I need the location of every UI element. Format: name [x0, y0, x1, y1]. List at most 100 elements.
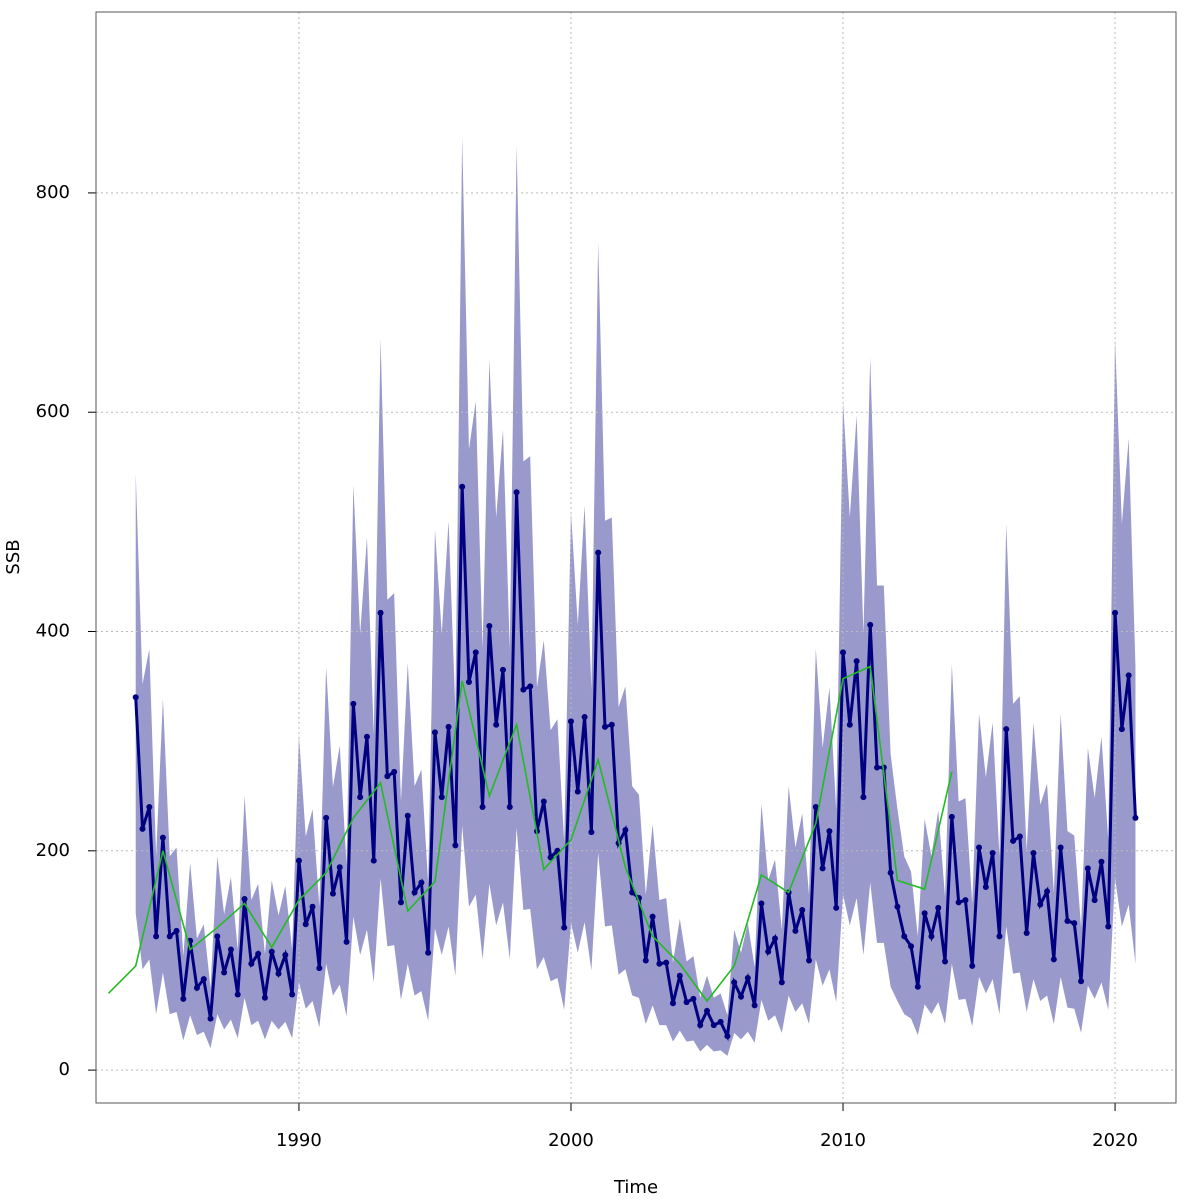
point — [942, 958, 949, 965]
point — [649, 913, 656, 920]
point — [268, 948, 275, 955]
point — [336, 864, 343, 871]
point — [969, 962, 976, 969]
point — [1118, 726, 1125, 733]
point — [248, 960, 255, 967]
point — [574, 788, 581, 795]
point — [588, 829, 595, 836]
point — [479, 803, 486, 810]
point — [717, 1018, 724, 1025]
point — [792, 927, 799, 934]
point — [132, 694, 139, 701]
point — [255, 950, 262, 957]
point — [418, 879, 425, 886]
point — [1037, 901, 1044, 908]
point — [663, 959, 670, 966]
point — [989, 850, 996, 857]
point — [1064, 917, 1071, 924]
point — [302, 921, 309, 928]
point — [221, 969, 228, 976]
point — [894, 903, 901, 910]
point — [227, 946, 234, 953]
point — [1098, 858, 1105, 865]
point — [867, 621, 874, 628]
point — [778, 979, 785, 986]
point — [289, 991, 296, 998]
point — [207, 1015, 214, 1022]
point — [1112, 609, 1119, 616]
point — [153, 933, 160, 940]
point — [397, 899, 404, 906]
point — [996, 933, 1003, 940]
point — [282, 951, 289, 958]
x-tick-label: 2010 — [820, 1130, 866, 1151]
point — [629, 889, 636, 896]
point — [166, 933, 173, 940]
point — [350, 700, 357, 707]
point — [955, 899, 962, 906]
point — [1016, 833, 1023, 840]
point — [908, 943, 915, 950]
point — [377, 609, 384, 616]
point — [567, 718, 574, 725]
point — [1050, 956, 1057, 963]
point — [261, 994, 268, 1001]
point — [744, 975, 751, 982]
point — [982, 883, 989, 890]
point — [642, 957, 649, 964]
point — [193, 984, 200, 991]
point — [887, 869, 894, 876]
x-tick-label: 2020 — [1092, 1130, 1138, 1151]
point — [1044, 888, 1051, 895]
point — [431, 729, 438, 736]
point — [1003, 726, 1010, 733]
point — [540, 798, 547, 805]
point — [452, 842, 459, 849]
point — [806, 957, 813, 964]
y-tick-label: 400 — [36, 621, 70, 642]
point — [527, 683, 534, 690]
point — [962, 897, 969, 904]
point — [275, 970, 282, 977]
point — [520, 686, 527, 693]
point — [731, 979, 738, 986]
point — [411, 889, 418, 896]
point — [173, 927, 180, 934]
point — [200, 976, 207, 983]
point — [180, 995, 187, 1002]
y-tick-label: 0 — [59, 1059, 70, 1080]
point — [506, 803, 513, 810]
point — [1010, 837, 1017, 844]
point — [581, 714, 588, 721]
point — [765, 948, 772, 955]
point — [214, 933, 221, 940]
point — [901, 933, 908, 940]
x-tick-label: 1990 — [276, 1130, 322, 1151]
point — [819, 865, 826, 872]
point — [1084, 865, 1091, 872]
point — [241, 896, 248, 903]
point — [343, 938, 350, 945]
point — [704, 1007, 711, 1014]
plot-frame — [95, 11, 1177, 1104]
point — [840, 649, 847, 656]
point — [690, 995, 697, 1002]
point — [710, 1022, 717, 1029]
point — [1030, 850, 1037, 857]
point — [812, 803, 819, 810]
point — [1078, 978, 1085, 985]
point — [758, 900, 765, 907]
point — [472, 649, 479, 656]
y-tick-label: 800 — [36, 182, 70, 203]
point — [309, 903, 316, 910]
point — [445, 723, 452, 730]
point — [826, 828, 833, 835]
point — [724, 1033, 731, 1040]
point — [139, 825, 146, 832]
point — [493, 721, 500, 728]
point — [295, 857, 302, 864]
point — [391, 768, 398, 775]
point — [323, 814, 330, 821]
point — [1071, 920, 1078, 927]
